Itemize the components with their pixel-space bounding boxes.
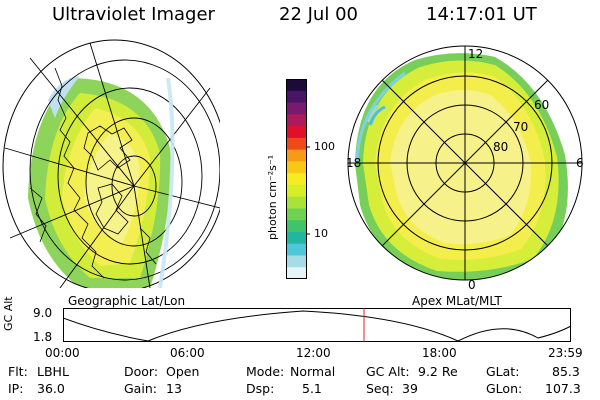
- glat-label: GLat:: [486, 364, 520, 379]
- ip-label: IP:: [8, 381, 24, 396]
- colorbar: [286, 79, 310, 279]
- flt-value: LBHL: [37, 364, 69, 379]
- colorbar-swatch: [286, 90, 307, 104]
- colorbar-swatch: [286, 102, 307, 115]
- timeline-xtick-3: 18:00: [422, 346, 457, 360]
- timeline-xtick-4: 23:59: [548, 346, 583, 360]
- gain-value: 13: [166, 381, 182, 396]
- colorbar-swatch: [286, 255, 307, 268]
- gain-label: Gain:: [124, 381, 157, 396]
- mlt-label-bottom: 0: [468, 278, 476, 292]
- limb-edge: [158, 77, 175, 288]
- mlat-label-80: 80: [493, 140, 509, 154]
- altitude-curve: [63, 310, 572, 342]
- mode-label: Mode:: [246, 364, 285, 379]
- glat-value: 85.3: [552, 364, 580, 379]
- seq-label: Seq:: [366, 381, 394, 396]
- colorbar-swatch: [286, 126, 307, 139]
- colorbar-unit-label: photon cm⁻²s⁻¹: [266, 154, 279, 240]
- time-title: 14:17:01 UT: [426, 4, 537, 25]
- colorbar-swatch: [286, 208, 307, 221]
- timeline-xtick-1: 06:00: [170, 346, 205, 360]
- colorbar-swatch: [286, 114, 307, 127]
- colorbar-swatch: [286, 173, 307, 186]
- mlat-label-70: 70: [513, 120, 529, 134]
- mlt-label-top: 12: [468, 47, 484, 61]
- glon-label: GLon:: [486, 381, 523, 396]
- seq-value: 39: [402, 381, 418, 396]
- right-map-caption: Apex MLat/MLT: [412, 294, 502, 308]
- colorbar-swatch: [286, 243, 307, 256]
- colorbar-swatch: [286, 149, 307, 162]
- colorbar-swatch: [286, 196, 307, 209]
- ip-value: 36.0: [37, 381, 65, 396]
- colorbar-swatch: [286, 267, 307, 279]
- colorbar-swatch: [286, 220, 307, 233]
- door-value: Open: [166, 364, 200, 379]
- timeline-xtick-2: 12:00: [296, 346, 331, 360]
- instrument-title: Ultraviolet Imager: [52, 4, 215, 25]
- colorbar-swatch: [286, 79, 307, 92]
- mlt-label-left: 18: [346, 156, 362, 170]
- colorbar-swatch: [286, 137, 307, 151]
- timeline-axis-label: GC Alt: [2, 296, 15, 331]
- dsp-label: Dsp:: [246, 381, 275, 396]
- timeline-ytick-top: 9.0: [33, 306, 53, 320]
- gcalt-value: 9.2 Re: [418, 364, 458, 379]
- glon-value: 107.3: [545, 381, 581, 396]
- colorbar-swatch: [286, 161, 307, 174]
- flt-label: Flt:: [8, 364, 28, 379]
- mlt-label-right: 6: [576, 156, 584, 170]
- altitude-timeline: [63, 308, 572, 342]
- colorbar-swatch: [286, 184, 307, 198]
- dsp-value: 5.1: [302, 381, 322, 396]
- mlat-label-60: 60: [534, 98, 550, 112]
- colorbar-swatch: [286, 231, 307, 245]
- colorbar-tick-label-10: 10: [314, 227, 328, 240]
- colorbar-tick-label-100: 100: [314, 140, 335, 153]
- timeline-ytick-bottom: 1.8: [33, 330, 53, 344]
- door-label: Door:: [124, 364, 159, 379]
- mlat-mlt-polar-plot: [347, 45, 583, 281]
- left-map-caption: Geographic Lat/Lon: [68, 294, 186, 308]
- date-title: 22 Jul 00: [279, 4, 358, 25]
- timeline-xtick-0: 00:00: [45, 346, 80, 360]
- geographic-map: [2, 39, 220, 288]
- mode-value: Normal: [290, 364, 336, 379]
- gcalt-label: GC Alt:: [366, 364, 410, 379]
